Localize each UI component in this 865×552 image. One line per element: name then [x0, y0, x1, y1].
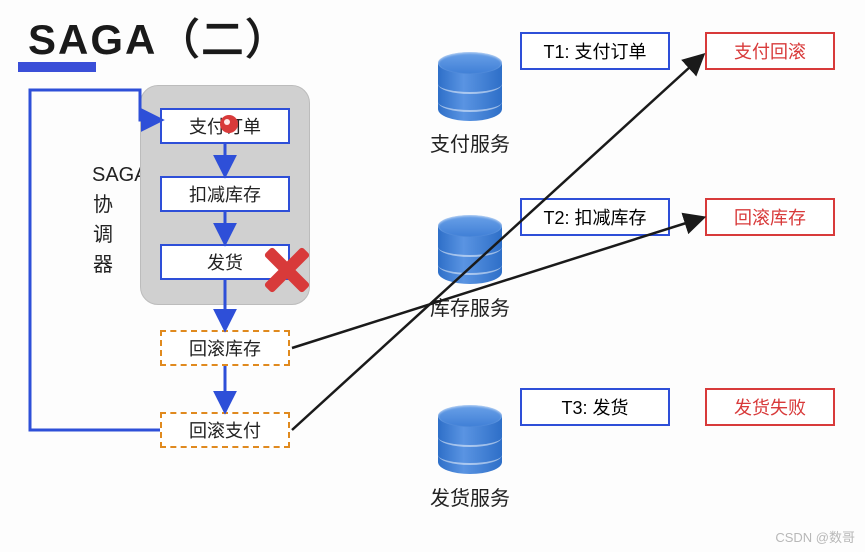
db-label-pay: 支付服务 — [430, 128, 510, 157]
db-label-ship: 发货服务 — [430, 482, 510, 511]
db-icon-ship — [438, 405, 502, 475]
r3-box: 发货失败 — [705, 388, 835, 426]
step-stock: 扣减库存 — [160, 176, 290, 212]
t2-box: T2: 扣减库存 — [520, 198, 670, 236]
coordinator-label: SAGA协调器 — [92, 160, 114, 280]
db-icon-stock — [438, 215, 502, 285]
t1-box: T1: 支付订单 — [520, 32, 670, 70]
arrows-overlay — [0, 0, 865, 552]
watermark: CSDN @数哥 — [775, 527, 855, 546]
db-icon-pay — [438, 52, 502, 122]
r2-box: 回滚库存 — [705, 198, 835, 236]
fail-dot-icon — [220, 115, 238, 133]
db-label-stock: 库存服务 — [430, 292, 510, 321]
page-title: SAGA（二） — [28, 6, 289, 67]
fail-cross-icon — [262, 242, 312, 292]
t3-box: T3: 发货 — [520, 388, 670, 426]
rollback-pay: 回滚支付 — [160, 412, 290, 448]
title-underline — [18, 62, 96, 72]
rollback-stock: 回滚库存 — [160, 330, 290, 366]
r1-box: 支付回滚 — [705, 32, 835, 70]
